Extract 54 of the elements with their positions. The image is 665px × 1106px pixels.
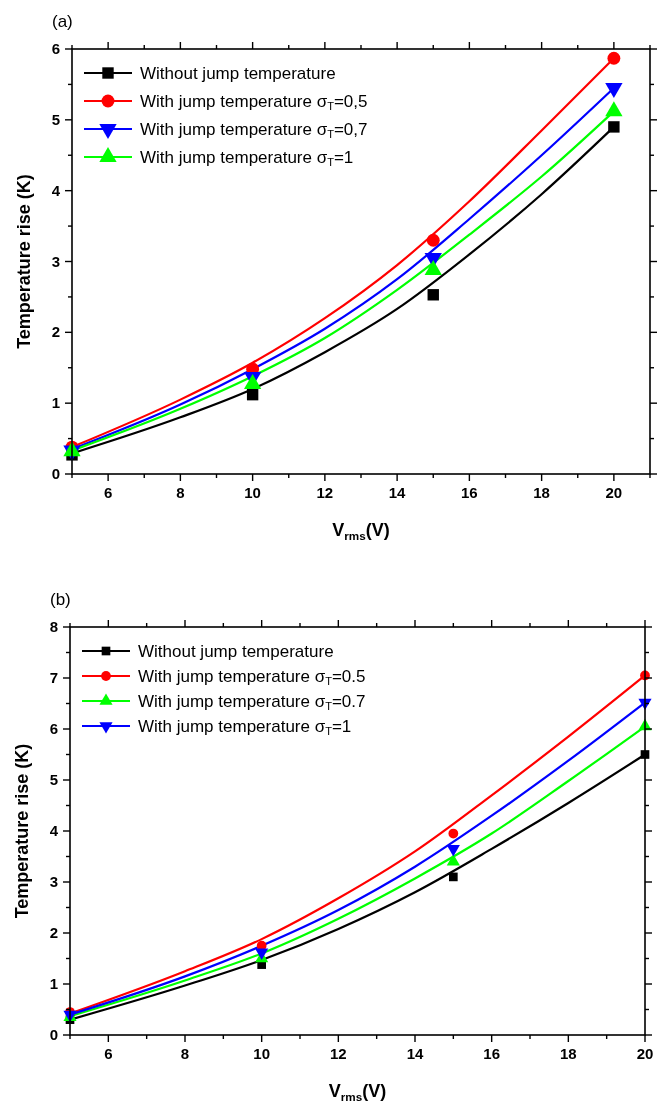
y-tick-label: 0 [49,1026,58,1043]
point [448,828,459,839]
x-tick-label: 18 [559,1045,577,1062]
legend-label: With jump temperature σ$_{T}$=0,7 [140,120,368,141]
point [608,121,620,133]
y-tick-label: 1 [51,394,60,412]
y-axis-title: Temperature rise (K) [14,174,34,349]
y-tick-label: 4 [51,181,61,199]
x-tick-label: 10 [244,484,261,501]
x-tick-label: 8 [180,1045,190,1062]
chart-title: (a) [52,12,73,31]
x-tick-label: 10 [253,1045,271,1062]
x-tick-label: 14 [406,1045,424,1062]
x-tick-label: 16 [461,484,478,501]
y-tick-label: 7 [49,669,58,686]
x-tick-label: 14 [388,484,407,501]
x-tick-label: 20 [605,484,623,501]
y-tick-label: 8 [49,618,58,635]
x-tick-label: 12 [316,484,334,501]
y-tick-label: 3 [49,873,58,890]
y-tick-label: 4 [49,822,59,839]
x-axis-title: V$_{rms}$(V) [332,520,390,542]
y-tick-label: 6 [49,720,58,737]
chart-title: (b) [50,590,71,609]
x-tick-label: 18 [533,484,550,501]
y-tick-label: 5 [51,110,60,128]
point [449,872,458,882]
point [446,854,460,866]
point [607,51,621,65]
y-tick-label: 6 [51,40,60,57]
y-axis-title: Temperature rise (K) [12,743,32,919]
x-axis-title: V$_{rms}$(V) [328,1081,387,1103]
x-tick-label: 12 [329,1045,347,1062]
legend-label: With jump temperature σ$_{T}$=0,5 [140,92,368,113]
point [246,388,259,401]
x-tick-label: 20 [636,1045,654,1062]
x-tick-label: 6 [103,484,113,501]
y-tick-label: 5 [49,771,58,788]
x-tick-label: 16 [483,1045,501,1062]
y-tick-label: 2 [51,323,60,341]
x-tick-label: 8 [176,484,185,501]
legend-label: With jump temperature σ$_{T}$=1 [140,148,354,169]
legend-label: With jump temperature σ$_{T}$=1 [138,717,352,738]
y-tick-label: 1 [49,975,58,992]
legend-label: Without jump temperature [138,642,334,661]
y-tick-label: 2 [49,924,58,941]
point [427,289,439,301]
legend-label: With jump temperature σ$_{T}$=0.7 [138,692,366,713]
legend-label: With jump temperature σ$_{T}$=0.5 [138,667,366,688]
y-tick-label: 0 [51,465,60,482]
legend-label: Without jump temperature [140,64,336,83]
point [426,233,440,247]
x-tick-label: 6 [104,1045,113,1062]
y-tick-label: 3 [51,252,60,270]
